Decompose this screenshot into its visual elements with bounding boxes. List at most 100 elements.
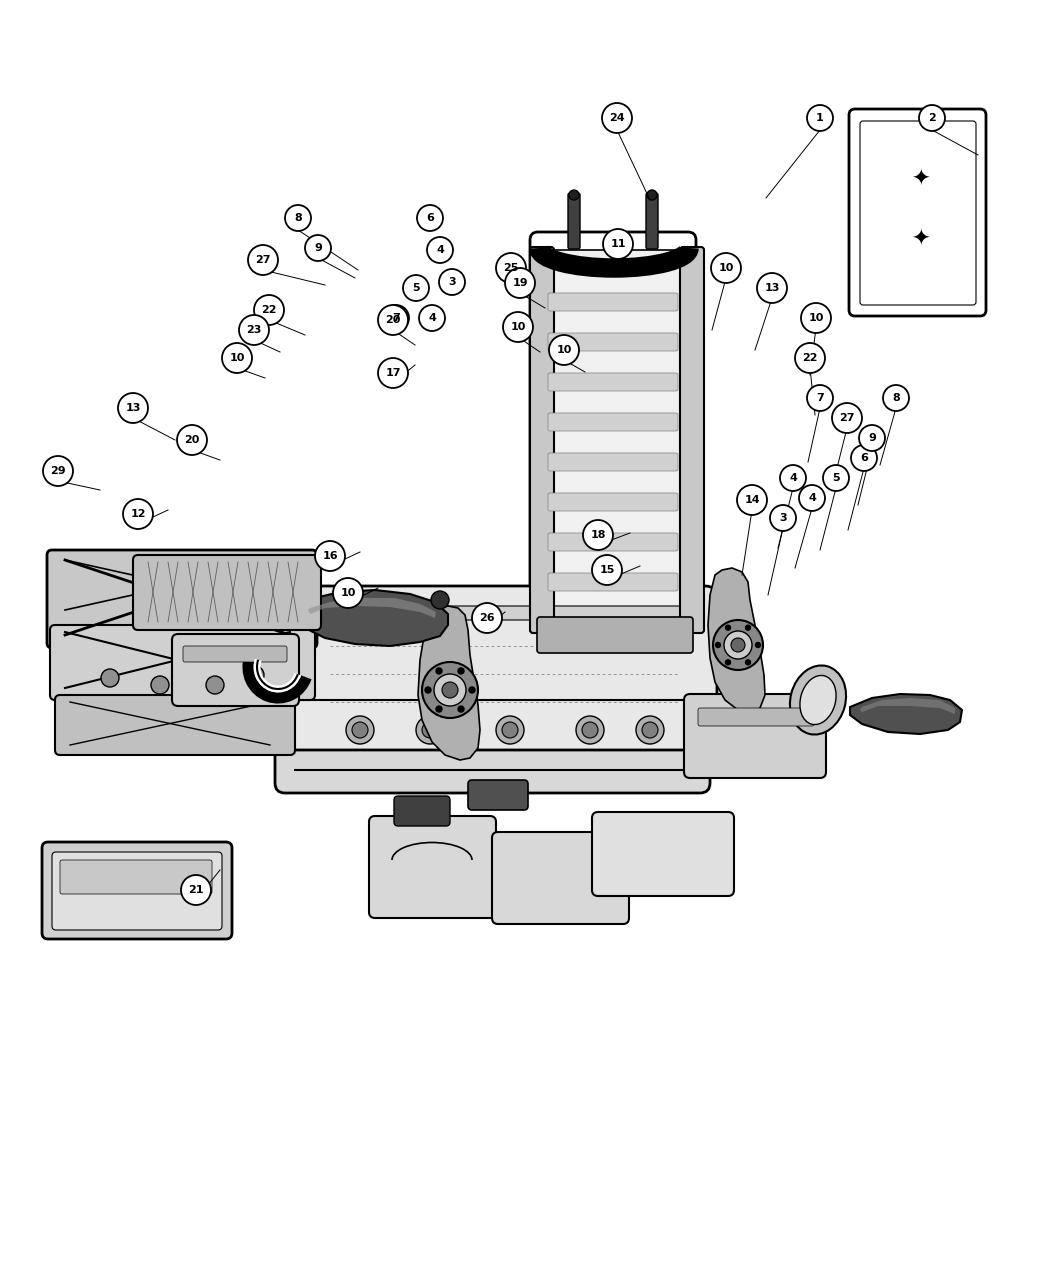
Text: 4: 4	[789, 473, 797, 483]
Circle shape	[636, 717, 664, 745]
Circle shape	[436, 706, 442, 711]
FancyBboxPatch shape	[680, 247, 704, 632]
FancyBboxPatch shape	[275, 668, 710, 793]
Circle shape	[352, 722, 367, 738]
FancyBboxPatch shape	[133, 555, 321, 630]
Text: 13: 13	[125, 403, 141, 413]
Circle shape	[746, 625, 751, 630]
Text: 14: 14	[744, 495, 760, 505]
FancyBboxPatch shape	[548, 572, 678, 592]
Circle shape	[496, 252, 526, 283]
Circle shape	[795, 343, 825, 374]
Circle shape	[647, 190, 657, 200]
Text: 9: 9	[314, 244, 322, 252]
Circle shape	[726, 660, 731, 664]
Text: 7: 7	[816, 393, 824, 403]
Text: 4: 4	[808, 493, 816, 504]
FancyBboxPatch shape	[60, 861, 212, 894]
Text: 10: 10	[510, 323, 526, 332]
Circle shape	[502, 722, 518, 738]
FancyBboxPatch shape	[548, 333, 678, 351]
Circle shape	[469, 687, 475, 694]
Ellipse shape	[800, 676, 836, 724]
Circle shape	[823, 465, 849, 491]
FancyBboxPatch shape	[394, 796, 450, 826]
Circle shape	[505, 268, 536, 298]
Circle shape	[569, 190, 579, 200]
Circle shape	[801, 303, 831, 333]
FancyBboxPatch shape	[47, 550, 317, 648]
FancyBboxPatch shape	[548, 413, 678, 431]
Circle shape	[859, 425, 885, 451]
Circle shape	[496, 717, 524, 745]
Circle shape	[746, 660, 751, 664]
Text: 8: 8	[294, 213, 302, 223]
Polygon shape	[850, 694, 962, 734]
Text: ✦: ✦	[910, 230, 929, 250]
Circle shape	[181, 875, 211, 905]
Circle shape	[832, 403, 862, 434]
Circle shape	[711, 252, 741, 283]
Text: 10: 10	[340, 588, 356, 598]
Circle shape	[417, 205, 443, 231]
Circle shape	[422, 722, 438, 738]
Circle shape	[206, 676, 224, 694]
Circle shape	[458, 706, 464, 711]
Text: 4: 4	[436, 245, 444, 255]
Text: 22: 22	[802, 353, 818, 363]
Circle shape	[780, 465, 806, 491]
FancyBboxPatch shape	[298, 606, 697, 620]
Text: 6: 6	[426, 213, 434, 223]
Circle shape	[503, 312, 533, 342]
Text: 4: 4	[428, 312, 436, 323]
Circle shape	[333, 578, 363, 608]
Text: 10: 10	[229, 353, 245, 363]
Circle shape	[883, 385, 909, 411]
Polygon shape	[308, 598, 436, 618]
FancyBboxPatch shape	[646, 193, 658, 249]
FancyBboxPatch shape	[684, 694, 826, 778]
FancyBboxPatch shape	[548, 293, 678, 311]
Circle shape	[724, 631, 752, 659]
Text: 26: 26	[479, 613, 495, 623]
FancyBboxPatch shape	[537, 617, 693, 653]
FancyBboxPatch shape	[548, 493, 678, 511]
Text: 29: 29	[50, 465, 66, 476]
Circle shape	[436, 668, 442, 674]
Circle shape	[726, 625, 731, 630]
FancyBboxPatch shape	[55, 695, 295, 755]
Circle shape	[177, 425, 207, 455]
Ellipse shape	[790, 666, 846, 734]
Text: 9: 9	[868, 434, 876, 442]
Circle shape	[422, 662, 478, 718]
Text: 27: 27	[839, 413, 855, 423]
Text: 21: 21	[188, 885, 204, 895]
Circle shape	[419, 305, 445, 332]
Circle shape	[919, 105, 945, 131]
FancyBboxPatch shape	[50, 625, 315, 700]
Text: 1: 1	[816, 113, 824, 122]
Text: 18: 18	[590, 530, 606, 541]
Text: 7: 7	[392, 312, 400, 323]
Text: 5: 5	[413, 283, 420, 293]
Circle shape	[442, 682, 458, 697]
Text: 20: 20	[185, 435, 200, 445]
Text: 20: 20	[385, 315, 401, 325]
Circle shape	[403, 275, 429, 301]
Circle shape	[43, 456, 74, 486]
FancyBboxPatch shape	[548, 533, 678, 551]
Circle shape	[602, 103, 632, 133]
Circle shape	[737, 484, 766, 515]
FancyBboxPatch shape	[568, 193, 580, 249]
Text: 27: 27	[255, 255, 271, 265]
Text: 15: 15	[600, 565, 614, 575]
Circle shape	[248, 245, 278, 275]
Text: 10: 10	[556, 346, 571, 354]
Circle shape	[807, 385, 833, 411]
Circle shape	[416, 717, 444, 745]
Text: 13: 13	[764, 283, 780, 293]
Text: 3: 3	[779, 513, 786, 523]
Circle shape	[346, 717, 374, 745]
FancyBboxPatch shape	[369, 816, 496, 918]
Polygon shape	[298, 590, 448, 646]
